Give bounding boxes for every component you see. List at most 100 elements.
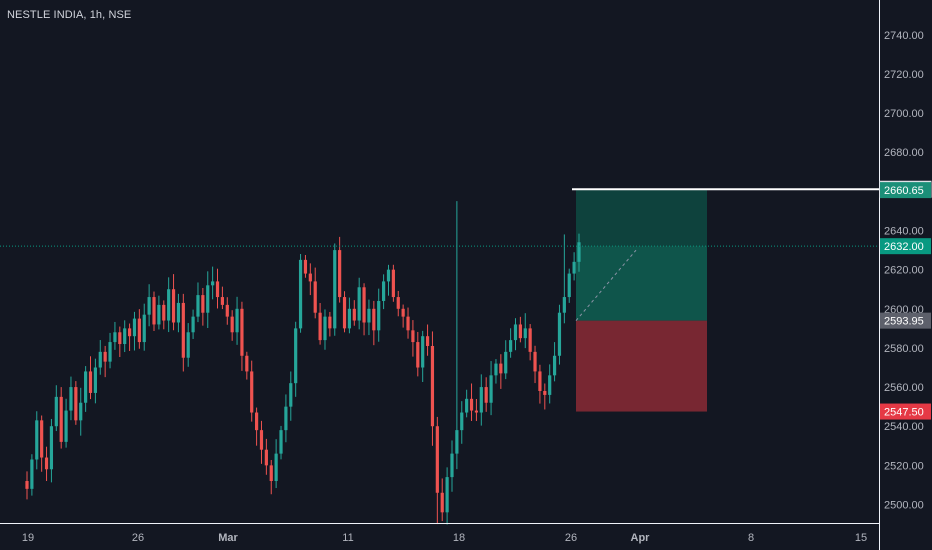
candle-body	[338, 250, 342, 298]
candle-body	[557, 312, 562, 356]
candle-body	[528, 328, 532, 352]
candle-body	[269, 465, 273, 482]
price-tick-label: 2680.00	[884, 147, 924, 159]
candle-body	[357, 287, 361, 321]
candle-body	[298, 259, 303, 329]
candle-body	[440, 492, 444, 513]
candle-body	[84, 371, 88, 403]
candle-body	[538, 371, 542, 391]
time-tick-label: Apr	[631, 532, 651, 544]
time-tick-label: 18	[453, 532, 465, 544]
candle-body	[220, 297, 224, 305]
candle-body	[445, 477, 449, 513]
candle-body	[391, 269, 395, 298]
candle-body	[196, 295, 200, 317]
candle-body	[157, 304, 161, 325]
candle-body	[303, 259, 308, 274]
price-axis[interactable]: 2500.002520.002540.002560.002580.002600.…	[879, 30, 932, 512]
candle-body	[225, 304, 229, 317]
target-label-box	[880, 182, 931, 199]
candle-body	[235, 308, 239, 333]
position-tool[interactable]	[575, 190, 707, 412]
candle-body	[147, 297, 151, 315]
candle-body	[201, 295, 205, 313]
candle-body	[30, 459, 34, 489]
candle-body	[382, 281, 386, 301]
candle-body	[552, 355, 557, 376]
time-tick-label: 15	[855, 532, 867, 544]
candle-body	[264, 449, 268, 466]
time-axis[interactable]: 19 26 Mar 11 18 26 Apr 8 15	[22, 532, 867, 544]
candle-body	[103, 351, 107, 362]
candle-body	[435, 426, 439, 493]
price-tick-label: 2720.00	[884, 69, 924, 81]
candle-body	[118, 332, 122, 345]
candle-body	[411, 330, 415, 343]
exchange-label: NSE	[108, 9, 132, 21]
candle-body	[367, 308, 371, 323]
candle-body	[254, 412, 259, 431]
candle-body	[79, 402, 83, 421]
time-tick-label: 26	[565, 532, 577, 544]
stop-label-box	[880, 403, 931, 420]
candle-body	[513, 324, 518, 341]
candle-body	[372, 308, 376, 331]
candle-body	[181, 302, 185, 358]
candle-body	[318, 312, 322, 341]
time-tick-label: 11	[342, 532, 353, 544]
candle-body	[294, 328, 298, 384]
candle-body	[49, 426, 54, 470]
candle-body	[211, 281, 215, 286]
candle-body	[479, 387, 483, 413]
candle-body	[308, 273, 312, 282]
candle-body	[59, 396, 63, 442]
candle-body	[406, 316, 410, 331]
price-tick-label: 2700.00	[884, 108, 924, 120]
candle-body	[176, 302, 181, 323]
current-price-label: 2632.00	[884, 241, 924, 253]
candle-body	[377, 300, 381, 331]
candle-body	[396, 297, 400, 309]
candle-body	[69, 387, 73, 411]
candle-body	[474, 410, 479, 413]
time-tick-label: 19	[22, 532, 34, 544]
candle-body	[171, 289, 176, 323]
candle-body	[323, 316, 327, 341]
candle-body	[40, 420, 44, 458]
candle-body	[162, 304, 166, 321]
candle-body	[127, 328, 132, 337]
candle-body	[460, 412, 464, 431]
candle-body	[142, 314, 146, 343]
candle-body	[494, 363, 498, 376]
price-tick-label: 2560.00	[884, 382, 924, 394]
candle-body	[342, 297, 347, 329]
candle-body	[567, 273, 571, 298]
candle-body	[284, 406, 288, 431]
price-tick-label: 2580.00	[884, 343, 924, 355]
profit-zone-upper	[576, 190, 707, 247]
candle-body	[88, 371, 93, 393]
candle-body	[64, 410, 68, 442]
candle-body	[401, 308, 405, 317]
candle-body	[455, 430, 459, 454]
candle-body	[289, 383, 293, 407]
symbol-name: NESTLE INDIA	[7, 9, 84, 21]
candle-body	[98, 351, 102, 368]
loss-zone	[576, 320, 707, 412]
profit-zone	[576, 246, 707, 321]
candle-body	[347, 308, 352, 329]
candle-body	[469, 398, 474, 411]
target-label: 2660.65	[884, 185, 924, 197]
candle-body	[93, 367, 97, 393]
candle-body	[362, 287, 366, 323]
chart-title: NESTLE INDIA, 1h, NSE	[7, 9, 132, 21]
candle-body	[186, 332, 190, 358]
time-tick-label: 26	[132, 532, 144, 544]
candle-body	[509, 340, 513, 352]
candle-body	[548, 375, 552, 395]
current-price-label-box	[880, 238, 931, 255]
candle-body	[191, 316, 195, 333]
candle-body	[523, 328, 527, 339]
